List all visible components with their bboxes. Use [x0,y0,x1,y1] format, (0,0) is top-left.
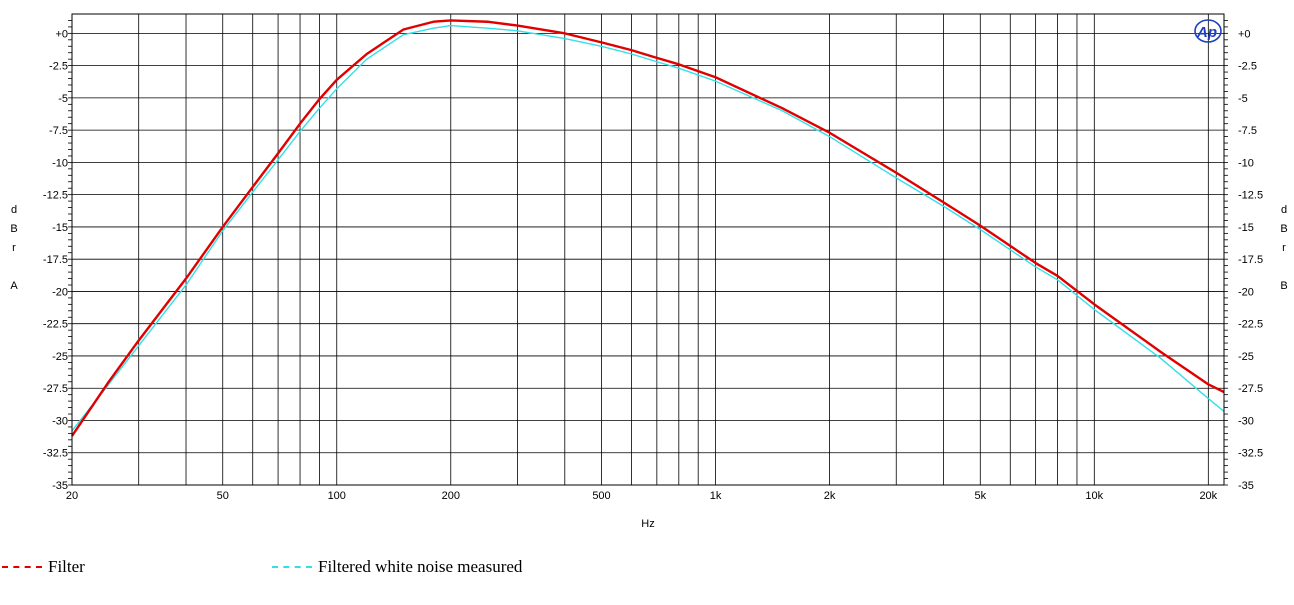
x-axis-label: Hz [641,518,654,530]
y-tick-label-right: -7.5 [1238,125,1257,137]
y-tick-label-right: -2.5 [1238,61,1257,73]
y-tick-label-right: -17.5 [1238,254,1263,266]
x-tick-label: 1k [710,490,722,502]
plot-frame [71,13,1225,486]
y-tick-label-right: -22.5 [1238,319,1263,331]
y-tick-labels-left: +0 -2.5 -5 -7.5 -10 -12.5 -15 -17.5 -20 -22.5 -25 -… [43,28,68,492]
legend-swatch-noise [272,566,312,568]
y-tick-label-right: -5 [1238,93,1248,105]
y-axis-label-left-letter: d [11,204,17,216]
y-tick-label-left: -20 [52,286,68,298]
grid-lines [68,14,1228,486]
y-axis-label-right-letter: B [1280,280,1287,292]
y-tick-label-right: -20 [1238,286,1254,298]
y-tick-label-right: -35 [1238,480,1254,492]
legend-item-filter: Filter [2,556,85,578]
y-tick-label-left: -12.5 [43,190,68,202]
y-axis-label-right-letter: d [1281,204,1287,216]
y-tick-label-left: -2.5 [49,61,68,73]
y-tick-label-left: -22.5 [43,319,68,331]
y-tick-label-left: -35 [52,480,68,492]
y-tick-label-left: -32.5 [43,448,68,460]
y-tick-label-right: -27.5 [1238,383,1263,395]
ap-logo: Ap [1194,19,1222,43]
y-tick-label-right: -15 [1238,222,1254,234]
y-tick-label-right: -12.5 [1238,190,1263,202]
ap-logo-ring [1194,19,1222,43]
frequency-response-chart: +0 -2.5 -5 -7.5 -10 -12.5 -15 -17.5 -20 -22.5 -25 -… [10,13,1288,530]
y-tick-label-left: -7.5 [49,125,68,137]
series-lines [71,19,1225,437]
x-tick-label: 10k [1085,490,1103,502]
y-axis-label-left: dBr A [10,204,18,292]
x-tick-label: 50 [217,490,229,502]
y-axis-label-right-letter: B [1280,223,1287,235]
y-tick-labels-right: +0 -2.5 -5 -7.5 -10 -12.5 -15 -17.5 -20 -22.5 -25 -… [1238,28,1263,492]
x-tick-labels: 20 50 100 200 500 1k 2k 5k 10k 20k [66,490,1218,502]
x-tick-label: 200 [442,490,460,502]
y-tick-label-right: -25 [1238,351,1254,363]
y-tick-label-left: -5 [58,93,68,105]
y-tick-label-left: +0 [55,28,68,40]
plot-background [72,14,1224,485]
y-tick-label-right: +0 [1238,28,1251,40]
y-axis-label-left-letter: r [12,242,16,254]
y-axis-label-left-letter: B [10,223,17,235]
y-tick-label-left: -30 [52,415,68,427]
ap-logo-text: Ap [1196,24,1217,41]
y-tick-label-left: -15 [52,222,68,234]
y-axis-label-right-letter: r [1282,242,1286,254]
y-tick-label-left: -17.5 [43,254,68,266]
x-tick-label: 500 [592,490,610,502]
y-tick-label-left: -25 [52,351,68,363]
x-tick-label: 2k [824,490,836,502]
legend-swatch-filter [2,566,42,568]
y-tick-label-right: -10 [1238,157,1254,169]
x-tick-label: 20k [1199,490,1217,502]
x-tick-label: 5k [974,490,986,502]
y-tick-label-left: -27.5 [43,383,68,395]
x-tick-label: 100 [328,490,346,502]
legend-label-noise: Filtered white noise measured [318,557,523,576]
y-axis-label-left-letter: A [10,280,18,292]
legend-item-noise: Filtered white noise measured [272,556,522,578]
series-line-noise [71,24,1225,432]
x-tick-label: 20 [66,490,78,502]
y-tick-label-right: -32.5 [1238,448,1263,460]
y-tick-label-right: -30 [1238,415,1254,427]
y-tick-label-left: -10 [52,157,68,169]
series-line-filter [71,19,1225,437]
legend-label-filter: Filter [48,557,85,576]
